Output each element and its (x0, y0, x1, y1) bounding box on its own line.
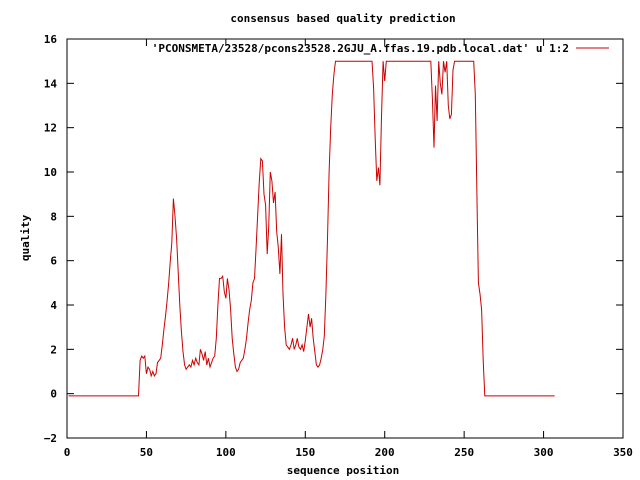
y-tick-label: 4 (50, 299, 57, 312)
x-tick-label: 300 (534, 446, 554, 459)
axis-ticks (66, 38, 624, 439)
x-tick-label: 0 (64, 446, 71, 459)
y-tick-label: −2 (44, 432, 57, 445)
chart-title: consensus based quality prediction (230, 12, 455, 25)
x-tick-label: 200 (375, 446, 395, 459)
x-tick-label: 250 (454, 446, 474, 459)
y-tick-label: 6 (50, 255, 57, 268)
y-tick-label: 14 (44, 77, 58, 90)
y-axis-label: quality (19, 214, 32, 261)
y-tick-label: 10 (44, 166, 57, 179)
x-tick-label: 50 (140, 446, 153, 459)
plot-frame (66, 38, 624, 439)
axis-tick-labels: 0 50 100 150 200 250 300 350 −2 0 2 4 6 8 10 12 14 16 (44, 33, 633, 459)
x-tick-label: 150 (295, 446, 315, 459)
y-tick-label: 12 (44, 122, 57, 135)
y-tick-label: 16 (44, 33, 58, 46)
series-line-quality (68, 60, 555, 397)
y-tick-label: 0 (50, 388, 57, 401)
x-tick-label: 100 (216, 446, 236, 459)
y-tick-label: 8 (50, 210, 57, 223)
legend-label: 'PCONSMETA/23528/pcons23528.2GJU_A.ffas.… (152, 42, 569, 55)
x-axis-label: sequence position (287, 464, 400, 477)
y-tick-label: 2 (50, 343, 57, 356)
x-tick-label: 350 (613, 446, 633, 459)
